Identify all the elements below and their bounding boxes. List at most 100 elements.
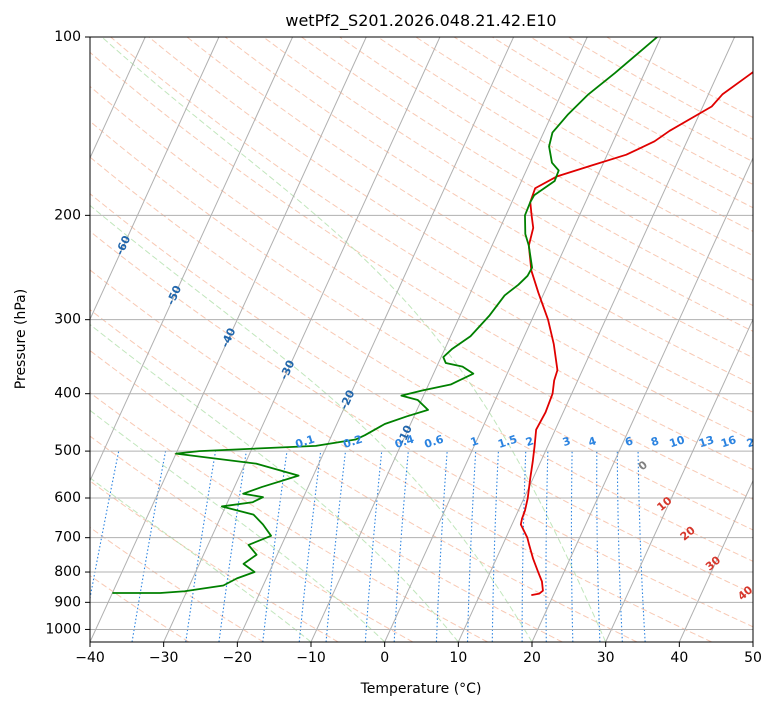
dry-adiabat-line (90, 480, 339, 642)
y-tick-label: 300 (54, 312, 81, 328)
dry-adiabat-label: 30 (703, 553, 723, 573)
y-tick-label: 1000 (45, 621, 81, 637)
dewpoint-profile-line (112, 37, 658, 594)
mixing-ratio-label: 13 (697, 433, 716, 450)
mixing-ratio-line (491, 451, 499, 642)
x-tick-label: 30 (597, 650, 615, 666)
dry-adiabat-line (186, 37, 753, 386)
dry-adiabat-line (148, 37, 753, 413)
mixing-ratio-line (521, 451, 527, 642)
moist-adiabats (90, 37, 607, 642)
dry-adiabat-line (90, 526, 264, 642)
isotherm-label: -50 (164, 283, 184, 307)
x-tick-label: −30 (149, 650, 179, 666)
dry-adiabat-line (301, 37, 753, 307)
mixing-ratio-line (393, 451, 409, 642)
dry-adiabat-line (263, 37, 753, 332)
mixing-ratio-label: 6 (623, 434, 635, 449)
y-tick-label: 100 (54, 29, 81, 45)
x-tick-label: 0 (380, 650, 389, 666)
temperature-profile-line (519, 71, 753, 596)
moist-adiabat-line (90, 409, 386, 642)
isotherm-label: -40 (218, 326, 238, 350)
mixing-ratio-line (364, 451, 383, 642)
mixing-ratio-line (131, 450, 167, 642)
mixing-ratio-line (637, 451, 646, 642)
mixing-ratio-label: 0.2 (342, 433, 365, 451)
dry-adiabat-line (90, 51, 753, 471)
mixing-ratio-label: 25 (771, 433, 775, 450)
mixing-ratio-line (218, 451, 247, 642)
isotherms (0, 37, 753, 642)
y-tick-label: 900 (54, 594, 81, 610)
x-tick-label: −40 (75, 650, 105, 666)
isotherm-label: -60 (113, 233, 133, 257)
chart-title: wetPf2_S201.2026.048.21.42.E10 (285, 11, 556, 31)
dry-adiabat-line (90, 309, 638, 642)
dry-adiabat-line (415, 37, 753, 232)
isotherm-label: -80 (6, 146, 26, 170)
y-tick-label: 700 (54, 530, 81, 546)
mixing-ratio-label: 1 (469, 434, 480, 449)
isotherm-line (90, 37, 146, 160)
dry-adiabat-line (224, 37, 753, 359)
pressure-gridlines (90, 37, 753, 630)
isotherm-line (457, 37, 736, 642)
y-tick-label: 200 (54, 207, 81, 223)
mixing-ratio-label: 0.4 (393, 432, 416, 450)
mixing-ratio-label: 10 (668, 433, 687, 450)
y-tick-label: 600 (54, 490, 81, 506)
mixing-ratio-label: 4 (587, 434, 599, 449)
moist-adiabat-line (90, 477, 312, 642)
x-tick-label: 10 (449, 650, 467, 666)
plot-frame (89, 36, 754, 643)
isotherm-line (236, 37, 515, 642)
x-tick-label: 50 (744, 650, 762, 666)
y-axis-ticks: 100 200 300 400 500 600 700 800 900 1000 (45, 29, 90, 637)
dry-adiabat-line (606, 37, 753, 119)
x-axis-ticks: −40 −30 −20 −10 0 10 20 30 40 50 (75, 642, 762, 666)
plot-area: -100-90-80-70-60-50-40-30-20-100.10.20.4… (0, 37, 775, 642)
mixing-ratio-line (545, 451, 549, 642)
mixing-ratio-line (570, 451, 574, 642)
mixing-ratio-label: 2 (524, 434, 535, 449)
dry-adiabat-line (530, 37, 753, 163)
isotherm-label: -70 (62, 183, 82, 207)
mixing-ratio-line (90, 450, 120, 601)
dry-adiabats (90, 37, 753, 642)
mixing-ratio-line (616, 451, 623, 642)
x-tick-label: −20 (223, 650, 253, 666)
x-tick-label: −10 (296, 650, 326, 666)
isotherm-line (531, 156, 753, 642)
mixing-ratio-line (298, 451, 322, 642)
moist-adiabat-line (90, 323, 459, 642)
line-labels: -100-90-80-70-60-50-40-30-20-100.10.20.4… (6, 146, 775, 603)
isotherm-line (678, 479, 753, 642)
mixing-ratio-line (596, 451, 601, 642)
mixing-ratio-label: 8 (649, 434, 660, 449)
mixing-ratio-label: 3 (561, 434, 572, 449)
isotherm-line (90, 37, 367, 642)
isotherm-line (0, 37, 72, 642)
isotherm-line (384, 37, 662, 642)
mixing-ratio-label: 0.6 (423, 432, 446, 450)
dry-adiabat-line (90, 392, 488, 642)
mixing-ratio-line (325, 451, 347, 642)
mixing-ratio-line (185, 451, 217, 642)
isotherm-line (310, 37, 588, 642)
y-tick-label: 500 (54, 443, 81, 459)
isotherm-line (90, 37, 294, 482)
y-tick-label: 400 (54, 386, 81, 402)
dry-adiabat-line (90, 193, 753, 595)
dry-adiabat-line (90, 349, 563, 642)
dry-adiabat-line (491, 37, 753, 186)
mixing-ratio-line (466, 451, 477, 642)
mixing-ratio-label: 20 (745, 433, 764, 450)
mixing-ratio-label: 16 (719, 433, 738, 450)
x-tick-label: 20 (523, 650, 541, 666)
data-series (112, 37, 753, 596)
dry-adiabat-line (568, 37, 753, 140)
moist-adiabat-line (90, 204, 533, 642)
mixing-ratio-lines (90, 450, 646, 642)
